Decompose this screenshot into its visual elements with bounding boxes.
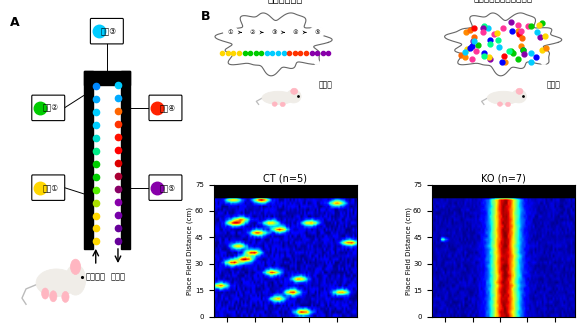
Text: スタート: スタート xyxy=(86,272,106,281)
Text: ⑤: ⑤ xyxy=(314,30,320,35)
Circle shape xyxy=(66,264,85,295)
Circle shape xyxy=(290,88,297,94)
Bar xyxy=(84,71,93,249)
FancyBboxPatch shape xyxy=(32,95,64,120)
Text: 細胞⑤: 細胞⑤ xyxy=(159,183,175,192)
Ellipse shape xyxy=(262,91,294,104)
Polygon shape xyxy=(444,13,562,76)
FancyBboxPatch shape xyxy=(91,18,123,44)
Circle shape xyxy=(49,291,57,302)
FancyBboxPatch shape xyxy=(149,95,182,120)
Circle shape xyxy=(245,26,260,39)
Text: ④: ④ xyxy=(292,30,298,35)
Bar xyxy=(214,185,357,197)
Text: B: B xyxy=(200,10,210,23)
FancyBboxPatch shape xyxy=(149,175,182,200)
Text: 通常のマウス: 通常のマウス xyxy=(268,0,303,4)
Circle shape xyxy=(42,288,49,299)
Y-axis label: Place Field Distance (cm): Place Field Distance (cm) xyxy=(187,207,193,295)
Circle shape xyxy=(280,102,285,107)
Text: 休息中: 休息中 xyxy=(547,81,561,90)
Circle shape xyxy=(272,102,277,106)
Circle shape xyxy=(70,259,81,275)
Title: CT (n=5): CT (n=5) xyxy=(263,174,307,184)
Circle shape xyxy=(286,90,301,103)
Text: 細胞②: 細胞② xyxy=(42,103,58,112)
Text: 細胞④: 細胞④ xyxy=(159,103,175,112)
Circle shape xyxy=(288,26,303,39)
Text: 細胞③: 細胞③ xyxy=(101,27,117,36)
Circle shape xyxy=(511,90,526,103)
Text: 細胞①: 細胞① xyxy=(42,183,58,192)
Circle shape xyxy=(546,67,551,71)
Circle shape xyxy=(314,60,320,65)
Text: ①: ① xyxy=(228,30,234,35)
Bar xyxy=(84,71,130,85)
Circle shape xyxy=(224,26,238,39)
Text: ③: ③ xyxy=(271,30,277,35)
Text: ②: ② xyxy=(249,30,255,35)
Ellipse shape xyxy=(36,269,77,297)
Circle shape xyxy=(62,291,69,302)
Bar xyxy=(121,71,130,249)
Polygon shape xyxy=(215,13,332,76)
Text: ゴール: ゴール xyxy=(110,272,125,281)
Circle shape xyxy=(541,60,546,65)
Text: 休息中: 休息中 xyxy=(318,81,332,90)
Circle shape xyxy=(318,67,324,71)
Text: A: A xyxy=(10,16,20,29)
Y-axis label: Place Field Distance (cm): Place Field Distance (cm) xyxy=(405,207,411,295)
Circle shape xyxy=(267,26,281,39)
FancyBboxPatch shape xyxy=(32,175,64,200)
Ellipse shape xyxy=(487,91,519,104)
Circle shape xyxy=(516,88,523,94)
Circle shape xyxy=(497,102,503,106)
Bar xyxy=(432,185,575,197)
Text: 統合失調症モデルマウス: 統合失調症モデルマウス xyxy=(474,0,533,4)
Title: KO (n=7): KO (n=7) xyxy=(481,174,526,184)
Circle shape xyxy=(505,102,511,107)
Circle shape xyxy=(310,26,324,39)
